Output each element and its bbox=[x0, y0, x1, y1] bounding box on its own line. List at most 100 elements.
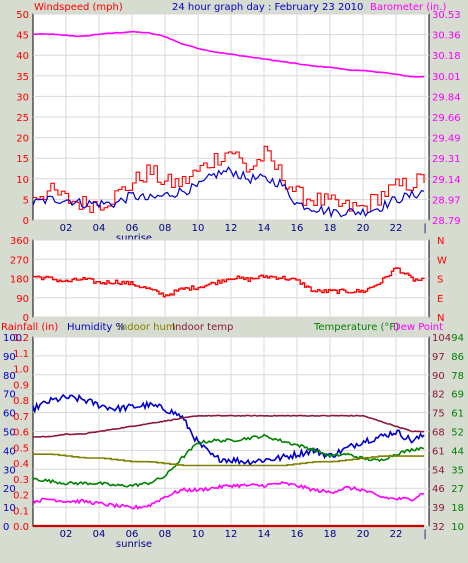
humidity-tick: 0 bbox=[3, 522, 9, 533]
x-tick-label: 02 bbox=[60, 529, 73, 540]
rainfall-axis-label: Rainfall (in) bbox=[1, 322, 58, 333]
temperature-tick: 52 bbox=[451, 428, 464, 439]
wind-average-line bbox=[32, 166, 425, 219]
indoor-temp-tick: 32 bbox=[432, 522, 445, 533]
indoor-hum-axis-label: Indoor hum bbox=[118, 322, 176, 333]
x-tick-label: 22 bbox=[390, 223, 403, 234]
windspeed-tick: 25 bbox=[16, 113, 29, 124]
temp-x-tick-labels: 02 04 06 08 10 12 14 16 18 20 22 | sunrise bbox=[60, 529, 427, 550]
indoor-temp-tick: 46 bbox=[432, 484, 445, 495]
humidity-tick: 20 bbox=[3, 484, 16, 495]
humidity-tick: 100 bbox=[3, 333, 22, 344]
windspeed-tick: 0 bbox=[23, 216, 29, 227]
rainfall-tick: 1.0 bbox=[13, 365, 29, 376]
rainfall-tick: 0.7 bbox=[13, 412, 29, 423]
indoor-temp-tick: 75 bbox=[432, 409, 445, 420]
windspeed-tick: 20 bbox=[16, 134, 29, 145]
windspeed-tick: 10 bbox=[16, 175, 29, 186]
barometer-tick: 30.53 bbox=[432, 10, 461, 21]
x-tick-label: 20 bbox=[357, 529, 370, 540]
x-tick-label: 04 bbox=[93, 529, 106, 540]
windspeed-tick: 35 bbox=[16, 72, 29, 83]
humidity-tick: 40 bbox=[3, 446, 16, 457]
rainfall-tick: 1.2 bbox=[13, 333, 29, 344]
x-tick-label: 18 bbox=[324, 223, 337, 234]
rainfall-tick: 0.3 bbox=[13, 475, 29, 486]
humidity-temp-series bbox=[32, 393, 425, 528]
windspeed-tick-labels: 0 5 10 15 20 25 30 35 40 45 50 bbox=[16, 10, 29, 227]
direction-tick: 180 bbox=[10, 275, 29, 286]
compass-tick: W bbox=[437, 255, 447, 266]
humidity-axis-label: Humidity % bbox=[67, 322, 125, 333]
windspeed-tick: 15 bbox=[16, 154, 29, 165]
temperature-tick: 10 bbox=[451, 522, 464, 533]
humidity-line bbox=[32, 393, 425, 467]
indoor-temp-tick: 61 bbox=[432, 446, 445, 457]
rainfall-tick: 0.4 bbox=[13, 459, 29, 470]
rainfall-tick: 1.1 bbox=[13, 349, 29, 360]
sunrise-label: sunrise bbox=[116, 539, 152, 550]
humidity-tick: 90 bbox=[3, 352, 16, 363]
barometer-tick: 29.31 bbox=[432, 154, 461, 165]
rainfall-tick: 0.2 bbox=[13, 491, 29, 502]
windspeed-tick: 45 bbox=[16, 31, 29, 42]
indoor-temp-axis-label: Indoor temp bbox=[172, 322, 233, 333]
x-tick-label: 02 bbox=[60, 223, 73, 234]
x-tick-label: 16 bbox=[291, 223, 304, 234]
indoor-temp-tick: 68 bbox=[432, 428, 445, 439]
x-tick-label: 04 bbox=[93, 223, 106, 234]
indoor-temp-tick: 82 bbox=[432, 390, 445, 401]
indoor-temp-tick: 90 bbox=[432, 371, 445, 382]
x-tick-label: 06 bbox=[126, 223, 139, 234]
indoor-temp-tick: 104 bbox=[432, 333, 451, 344]
temperature-tick: 44 bbox=[451, 446, 464, 457]
x-tick-label: 08 bbox=[159, 223, 172, 234]
x-tick-label: 10 bbox=[192, 223, 205, 234]
x-tick-label: 16 bbox=[291, 529, 304, 540]
dew-point-axis-label: Dew Point bbox=[393, 322, 443, 333]
x-tick-label: 12 bbox=[225, 223, 238, 234]
windspeed-tick: 40 bbox=[16, 51, 29, 62]
compass-tick: N bbox=[437, 236, 444, 247]
x-tick-label: 18 bbox=[324, 529, 337, 540]
direction-tick: 0 bbox=[23, 313, 29, 324]
temperature-tick: 35 bbox=[451, 465, 464, 476]
wind-direction-line bbox=[33, 267, 425, 298]
barometer-tick: 30.36 bbox=[432, 31, 461, 42]
rainfall-tick: 0.6 bbox=[13, 428, 29, 439]
indoor-hum-line bbox=[33, 453, 424, 467]
x-tick-label: | bbox=[423, 223, 426, 234]
x-tick-label: 14 bbox=[258, 529, 271, 540]
direction-tick: 270 bbox=[10, 255, 29, 266]
temperature-tick: 18 bbox=[451, 503, 464, 514]
indoor-temp-tick: 54 bbox=[432, 465, 445, 476]
temperature-tick: 27 bbox=[451, 484, 464, 495]
x-tick-label: 10 bbox=[192, 529, 205, 540]
rainfall-tick: 0.9 bbox=[13, 380, 29, 391]
windspeed-tick: 5 bbox=[23, 195, 29, 206]
direction-grid bbox=[33, 239, 429, 318]
windspeed-axis-label: Windspeed (mph) bbox=[34, 2, 123, 13]
sunrise-label: sunrise bbox=[116, 233, 152, 244]
temperature-axis-label: Temperature (°F) bbox=[313, 322, 399, 333]
barometer-line bbox=[32, 30, 425, 78]
temperature-tick: 78 bbox=[451, 371, 464, 382]
rainfall-tick: 0.1 bbox=[13, 506, 29, 517]
x-tick-label: | bbox=[423, 529, 426, 540]
barometer-tick: 28.97 bbox=[432, 195, 461, 206]
x-tick-label: 08 bbox=[159, 529, 172, 540]
rainfall-humidity-tick-labels: 0 10 20 30 40 50 60 70 80 90 100 0.0 0.1 0.2 0.3 0.4 0.5… bbox=[3, 333, 29, 533]
barometer-tick: 29.14 bbox=[432, 175, 461, 186]
indoor-temp-tick: 39 bbox=[432, 503, 445, 514]
rainfall-tick: 0.0 bbox=[13, 522, 29, 533]
rainfall-tick: 0.8 bbox=[13, 396, 29, 407]
wind-barometer-series bbox=[32, 30, 425, 219]
humidity-tick: 70 bbox=[3, 390, 16, 401]
temperature-tick: 86 bbox=[451, 352, 464, 363]
x-tick-label: 22 bbox=[390, 529, 403, 540]
indoor-temp-line bbox=[32, 414, 425, 438]
rainfall-tick: 0.5 bbox=[13, 443, 29, 454]
windspeed-tick: 50 bbox=[16, 10, 29, 21]
temperature-tick: 94 bbox=[451, 333, 464, 344]
